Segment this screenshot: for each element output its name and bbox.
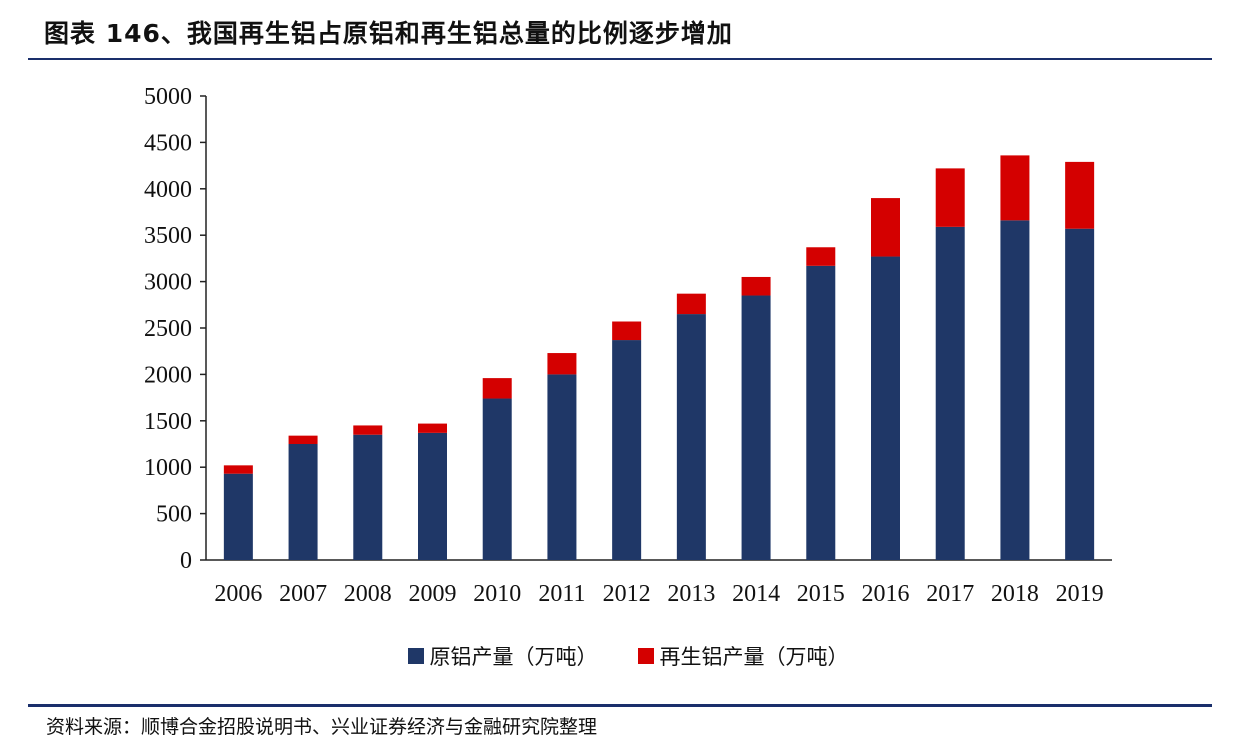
- x-tick-label: 2013: [667, 581, 715, 607]
- x-tick-label: 2014: [732, 581, 780, 607]
- bar-recycled-aluminum: [871, 198, 900, 257]
- y-tick-label: 0: [180, 548, 192, 574]
- bar-primary-aluminum: [1065, 228, 1095, 561]
- x-tick-label: 2011: [538, 581, 585, 607]
- y-tick-label: 4500: [144, 130, 192, 156]
- x-tick-label: 2012: [603, 581, 651, 607]
- y-tick-label: 1000: [144, 455, 192, 481]
- x-tick-label: 2016: [862, 581, 910, 607]
- y-tick-label: 2000: [144, 362, 192, 388]
- bar-primary-aluminum: [288, 444, 318, 560]
- bar-primary-aluminum: [353, 434, 383, 560]
- bar-primary-aluminum: [418, 432, 447, 560]
- bar-recycled-aluminum: [547, 353, 577, 375]
- source-note: 资料来源：顺博合金招股说明书、兴业证券经济与金融研究院整理: [46, 716, 598, 738]
- bar-primary-aluminum: [612, 340, 642, 560]
- legend-swatch-recycled: [637, 648, 654, 664]
- legend-item-primary-aluminum: 原铝产量（万吨）: [407, 641, 598, 671]
- bar-recycled-aluminum: [1065, 161, 1095, 229]
- bar-recycled-aluminum: [935, 168, 965, 227]
- bar-primary-aluminum: [741, 295, 771, 560]
- bar-recycled-aluminum: [741, 276, 771, 296]
- bar-recycled-aluminum: [418, 423, 447, 433]
- bar-recycled-aluminum: [1000, 155, 1030, 221]
- x-tick-label: 2006: [214, 581, 262, 607]
- chart-title: 图表 146、我国再生铝占原铝和再生铝总量的比例逐步增加: [44, 19, 733, 48]
- bar-recycled-aluminum: [482, 378, 512, 399]
- header-rule: [28, 58, 1212, 60]
- stacked-bar-chart: 0 500 1000 1500 2000 2500 3000 3500 4000 4500 5000…: [144, 84, 1112, 607]
- legend-label-primary: 原铝产量（万吨）: [429, 645, 598, 669]
- bar-recycled-aluminum: [353, 425, 383, 435]
- bar-primary-aluminum: [871, 256, 900, 560]
- bar-primary-aluminum: [1000, 220, 1030, 561]
- legend-swatch-primary: [407, 648, 424, 664]
- x-tick-label: 2015: [797, 581, 845, 607]
- bar-primary-aluminum: [223, 473, 253, 560]
- y-tick-label: 4000: [144, 177, 192, 203]
- y-tick-label: 3500: [144, 223, 192, 249]
- bar-recycled-aluminum: [806, 247, 836, 266]
- bar-recycled-aluminum: [676, 293, 706, 315]
- legend-label-recycled: 再生铝产量（万吨）: [659, 645, 849, 669]
- x-tick-label: 2017: [926, 581, 974, 607]
- y-tick-label: 500: [156, 502, 192, 528]
- bar-recycled-aluminum: [288, 435, 318, 444]
- y-tick-label: 3000: [144, 270, 192, 296]
- x-tick-label: 2009: [409, 581, 457, 607]
- x-tick-label: 2007: [279, 581, 327, 607]
- bar-primary-aluminum: [676, 314, 706, 560]
- bar-primary-aluminum: [482, 398, 512, 560]
- legend-item-recycled-aluminum: 再生铝产量（万吨）: [637, 641, 849, 671]
- x-tick-label: 2019: [1056, 581, 1104, 607]
- bar-primary-aluminum: [547, 374, 577, 560]
- bar-recycled-aluminum: [223, 465, 253, 474]
- bar-primary-aluminum: [935, 226, 965, 560]
- x-tick-label: 2010: [473, 581, 521, 607]
- y-tick-label: 5000: [144, 84, 192, 110]
- x-tick-label: 2008: [344, 581, 392, 607]
- bar-primary-aluminum: [806, 265, 836, 560]
- y-tick-label: 1500: [144, 409, 192, 435]
- x-tick-label: 2018: [991, 581, 1039, 607]
- y-tick-label: 2500: [144, 316, 192, 342]
- chart-legend: 原铝产量（万吨） 再生铝产量（万吨）: [0, 641, 1256, 671]
- bar-recycled-aluminum: [612, 321, 642, 341]
- footer-rule: [28, 704, 1212, 707]
